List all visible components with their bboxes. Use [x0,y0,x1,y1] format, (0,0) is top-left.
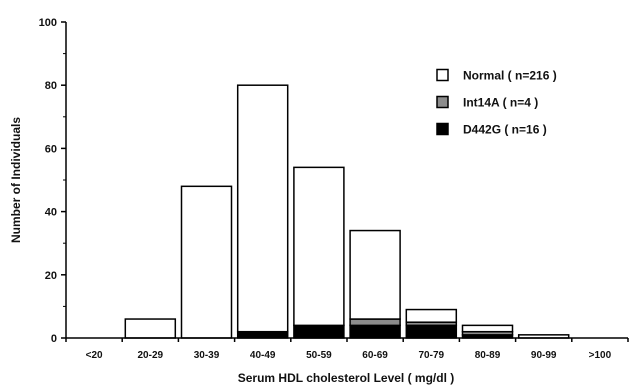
x-tick-label: 20-29 [138,350,164,361]
legend-swatch [436,95,449,109]
legend-swatch [436,68,449,82]
legend-swatch [436,122,449,136]
x-tick-label: 60-69 [362,350,388,361]
y-tick-label: 0 [51,333,57,345]
x-tick-label: 50-59 [306,350,332,361]
legend-label: Normal ( n=216 ) [463,69,557,83]
bar-segment [236,84,289,333]
bar-segment [293,166,345,327]
bar-segment [349,324,401,339]
bar-segment [124,318,177,339]
bar-segment [405,324,458,339]
x-ticks: <20 20-29 30-39 40-49 50-59 60-69 70-79 80-89 90… [65,338,629,361]
x-tick-label: 90-99 [531,350,557,361]
y-ticks: 0 20 40 60 80 100 [39,17,66,345]
x-tick-label: 30-39 [194,350,220,361]
bar-segment [349,318,401,327]
x-axis-title: Serum HDL cholesterol Level ( mg/dl ) [238,371,455,385]
bar-segment [349,229,401,320]
bar-segment [180,185,233,339]
bar-segment [461,324,514,333]
legend-label: D442G ( n=16 ) [463,123,547,137]
y-tick-label: 40 [45,207,57,219]
x-tick-label: 80-89 [475,350,501,361]
x-tick-label: 40-49 [250,350,276,361]
x-tick-label: 70-79 [419,350,445,361]
x-tick-label: <20 [86,350,103,361]
y-tick-label: 60 [45,143,57,155]
bars-layer [124,84,570,339]
y-tick-label: 20 [45,270,57,282]
legend-label: Int14A ( n=4 ) [463,96,538,110]
bar-segment [293,324,345,339]
legend: Normal ( n=216 ) Int14A ( n=4 ) D442G ( n=… [436,68,557,137]
bar-segment [405,308,458,323]
y-axis-title: Number of Individuals [9,117,23,243]
y-tick-label: 100 [39,17,57,29]
x-tick-label: >100 [589,350,612,361]
bar-segment [236,330,289,339]
y-tick-label: 80 [45,80,57,92]
